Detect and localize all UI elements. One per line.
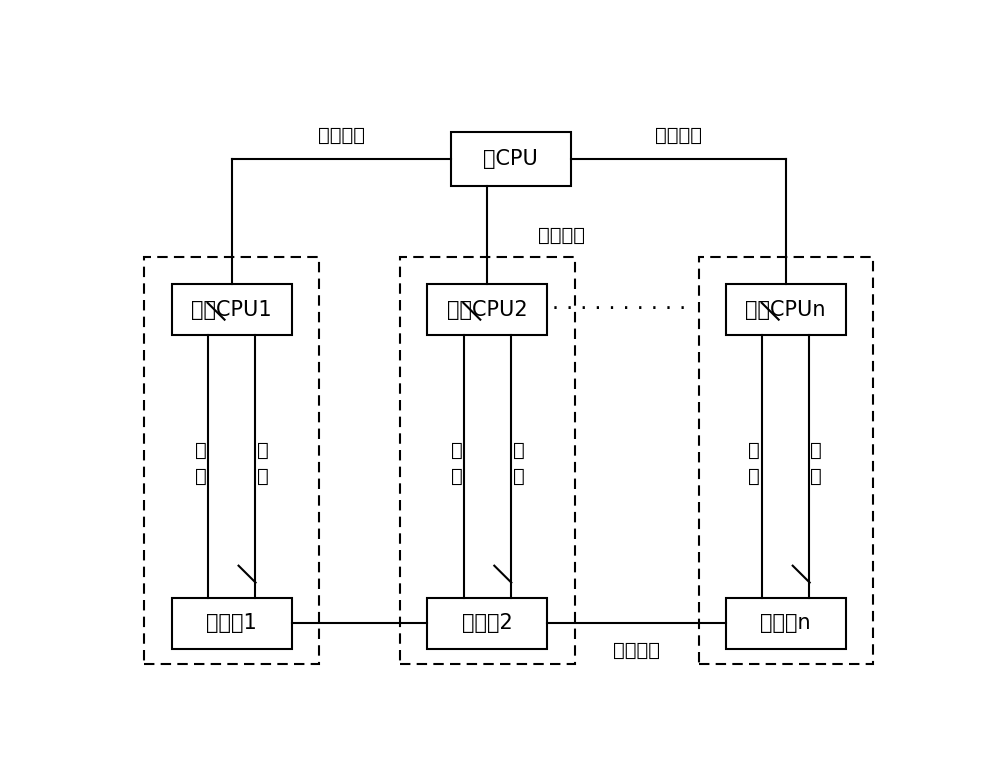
Text: 电力电缆: 电力电缆 [613, 641, 660, 660]
Text: 传输信道: 传输信道 [538, 226, 585, 244]
Text: 控
制: 控 制 [195, 441, 207, 487]
Text: 现圼CPU1: 现圼CPU1 [191, 300, 272, 320]
Bar [172, 284, 292, 335]
Bar [450, 132, 571, 185]
Bar [400, 258, 574, 663]
Text: 控
制: 控 制 [451, 441, 463, 487]
Bar [144, 258, 319, 663]
Text: 现圼CPUn: 现圼CPUn [745, 300, 826, 320]
Text: 主CPU: 主CPU [483, 149, 538, 169]
Bar [172, 598, 292, 649]
Text: · · · · · · · · · ·: · · · · · · · · · · [552, 300, 687, 320]
Text: 反
馈: 反 馈 [513, 441, 525, 487]
Bar [427, 284, 547, 335]
Text: 控
制: 控 制 [748, 441, 760, 487]
Text: 现圼CPU2: 现圼CPU2 [447, 300, 528, 320]
Bar [726, 598, 846, 649]
Bar [427, 598, 547, 649]
Text: 配电房1: 配电房1 [206, 613, 257, 633]
Text: 配电房2: 配电房2 [462, 613, 513, 633]
Text: 传输信道: 传输信道 [655, 126, 702, 144]
Bar [698, 258, 873, 663]
Text: 反
馈: 反 馈 [810, 441, 822, 487]
Bar [726, 284, 846, 335]
Text: 反
馈: 反 馈 [257, 441, 269, 487]
Text: 传输信道: 传输信道 [318, 126, 365, 144]
Text: 配电房n: 配电房n [760, 613, 811, 633]
